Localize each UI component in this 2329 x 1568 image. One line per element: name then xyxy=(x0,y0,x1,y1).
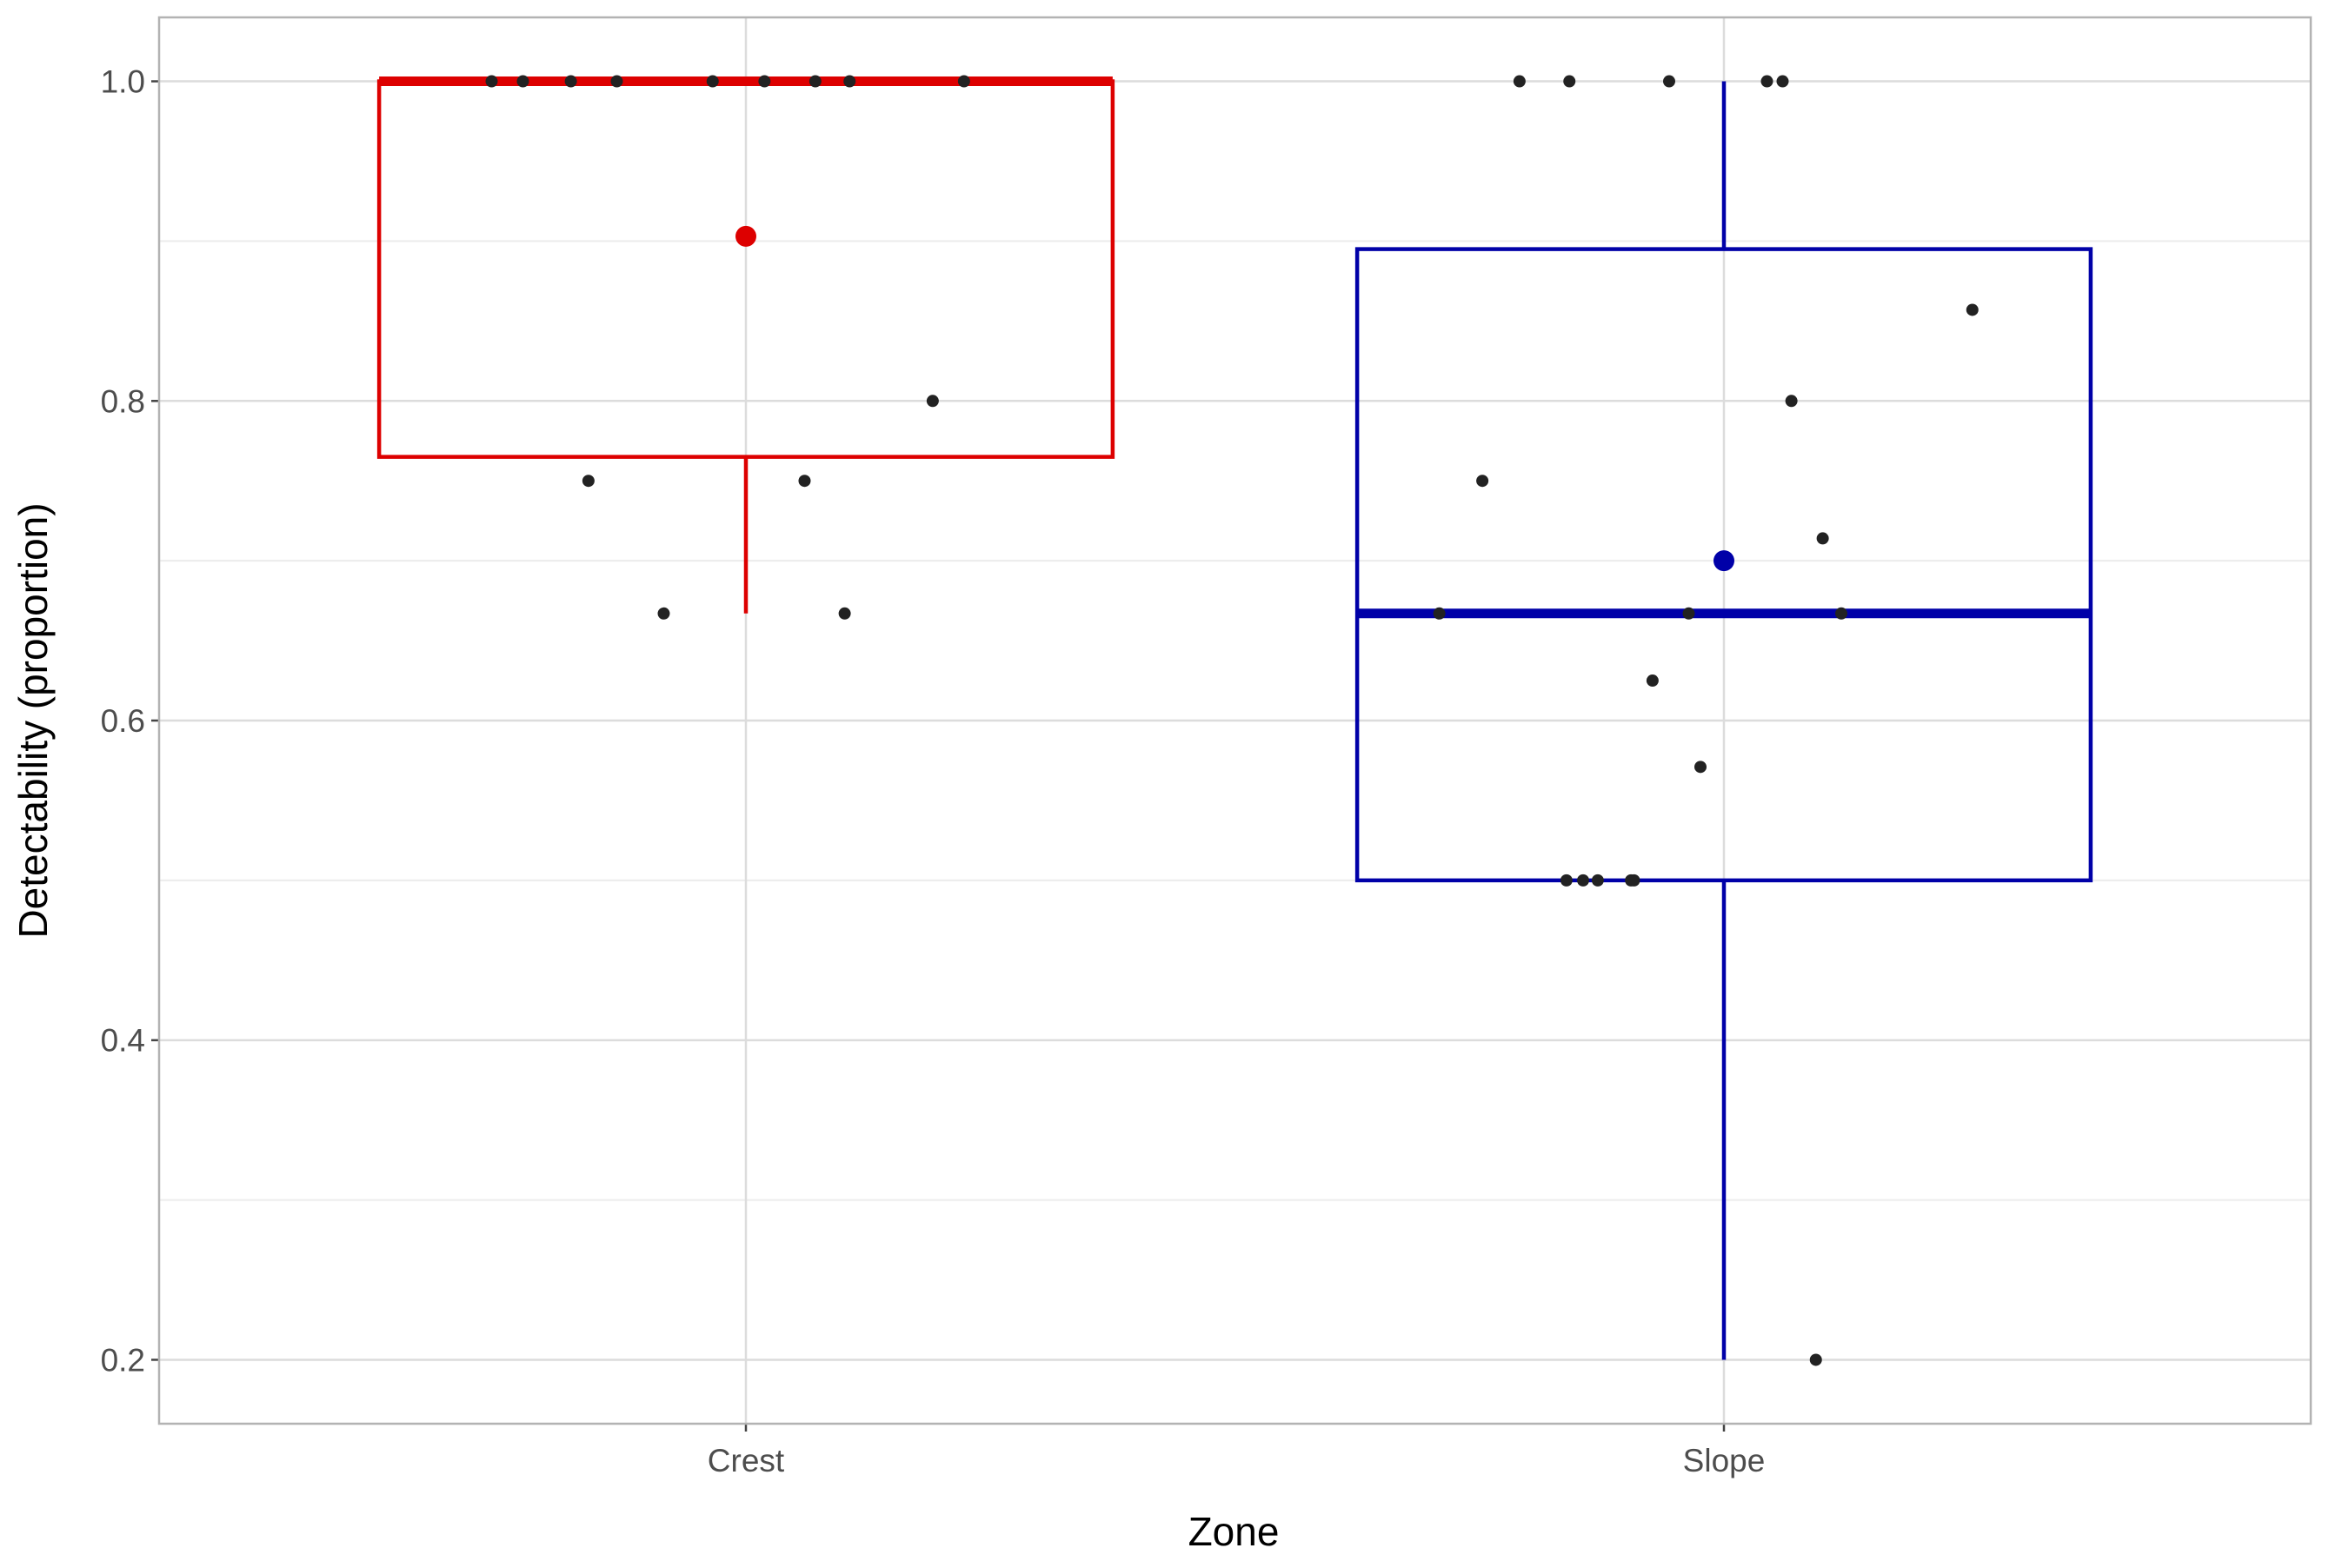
point xyxy=(1776,75,1789,88)
point xyxy=(1966,303,1979,316)
point xyxy=(838,607,851,620)
y-tick-label: 0.4 xyxy=(101,1023,145,1059)
x-tick-label: Crest xyxy=(708,1443,785,1478)
point xyxy=(1560,874,1573,887)
point xyxy=(564,75,577,88)
point xyxy=(1627,874,1640,887)
point xyxy=(582,475,595,488)
point xyxy=(1835,607,1847,620)
point xyxy=(516,75,529,88)
point xyxy=(1646,674,1659,688)
point xyxy=(1816,532,1829,545)
point xyxy=(485,75,498,88)
point xyxy=(843,75,856,88)
point xyxy=(657,607,670,620)
point xyxy=(610,75,623,88)
y-axis-title: Detectability (proportion) xyxy=(10,502,56,938)
point xyxy=(1476,475,1489,488)
mean-point xyxy=(735,225,756,247)
x-tick-label: Slope xyxy=(1683,1443,1766,1478)
point xyxy=(1563,75,1576,88)
y-tick-label: 0.2 xyxy=(101,1342,145,1378)
point xyxy=(957,75,970,88)
box xyxy=(1354,247,2093,883)
point xyxy=(1663,75,1675,88)
point xyxy=(926,395,939,408)
point xyxy=(1694,761,1707,774)
point xyxy=(808,75,822,88)
point xyxy=(1760,75,1773,88)
point xyxy=(1513,75,1526,88)
y-tick-label: 0.6 xyxy=(101,703,145,739)
y-tick-label: 1.0 xyxy=(101,64,145,100)
x-axis-title: Zone xyxy=(1188,1509,1280,1554)
point xyxy=(758,75,771,88)
point xyxy=(1809,1353,1822,1366)
point xyxy=(1591,874,1604,887)
point xyxy=(798,475,811,488)
point xyxy=(1433,607,1446,620)
point xyxy=(1577,874,1589,887)
panel-border xyxy=(157,16,2312,1425)
point xyxy=(1682,607,1695,620)
y-tick-label: 0.8 xyxy=(101,383,145,419)
mean-point xyxy=(1713,550,1734,572)
point xyxy=(706,75,719,88)
point xyxy=(1785,395,1798,408)
